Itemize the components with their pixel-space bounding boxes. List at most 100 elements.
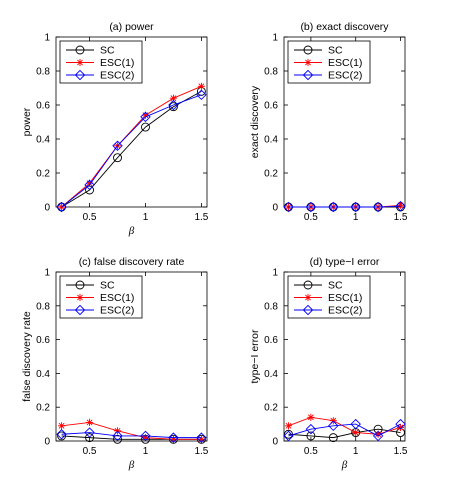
legend-marker-esc-1 [304, 293, 312, 302]
y-tick-label: 0.8 [264, 67, 278, 78]
legend-marker-esc-1 [304, 58, 312, 67]
data-point-esc-2 [196, 432, 207, 443]
data-point-esc-2 [328, 420, 339, 432]
y-tick-label: 1 [44, 33, 50, 44]
y-axis-label: exact discovery [249, 85, 261, 158]
data-point-esc-2 [283, 201, 294, 213]
data-point-esc-1 [197, 82, 206, 90]
legend-box [287, 275, 371, 319]
data-point-esc-2 [372, 201, 384, 213]
legend-marker-sc [75, 45, 85, 55]
data-point-esc-2 [168, 432, 179, 443]
y-tick-label: 0.4 [264, 135, 278, 146]
data-point-esc-2 [328, 201, 339, 213]
data-point-esc-1 [396, 423, 405, 432]
data-point-esc-1 [85, 418, 94, 427]
y-tick-label: 0.4 [36, 369, 50, 380]
series-line-sc [61, 91, 202, 208]
data-point-esc-2 [140, 430, 151, 442]
data-point-sc [141, 122, 150, 132]
data-point-esc-2 [350, 418, 361, 430]
legend-box [59, 275, 143, 319]
y-tick-label: 0.4 [36, 135, 50, 146]
legend-marker-sc [303, 45, 313, 55]
data-point-esc-1 [141, 434, 150, 442]
y-tick-label: 0 [272, 203, 278, 214]
series-esc-2 [283, 418, 406, 442]
x-tick-label: 0.5 [304, 212, 318, 223]
data-point-esc-2 [56, 201, 67, 213]
y-tick-label: 0.2 [36, 169, 50, 180]
x-tick-label: 1.5 [394, 446, 408, 457]
legend-marker-sc [303, 280, 313, 290]
data-point-esc-2 [372, 430, 384, 442]
data-point-sc [57, 431, 67, 441]
x-tick-label: 1.5 [194, 212, 208, 223]
x-tick-label: 1 [143, 446, 149, 457]
data-point-esc-2 [350, 201, 361, 213]
y-tick-label: 0 [44, 437, 50, 448]
legend-marker-sc [75, 280, 85, 290]
data-point-esc-2 [112, 430, 123, 442]
chart-title: (d) type−I error [310, 256, 380, 268]
y-tick-label: 0.4 [264, 369, 278, 380]
data-point-esc-1 [284, 203, 293, 211]
y-tick-label: 0.6 [36, 101, 50, 112]
x-tick-label: 0.5 [304, 446, 318, 457]
series-line-esc-2 [61, 94, 202, 208]
data-point-esc-2 [84, 179, 95, 191]
data-point-esc-1 [352, 428, 360, 437]
chart-title: (c) false discovery rate [79, 256, 185, 268]
y-tick-label: 1 [272, 268, 278, 279]
data-point-esc-1 [396, 201, 405, 209]
data-point-esc-1 [197, 435, 206, 443]
series-esc-2 [56, 89, 207, 213]
data-point-esc-2 [395, 200, 406, 212]
legend-box [59, 40, 143, 84]
data-point-esc-2 [305, 201, 317, 213]
data-point-esc-2 [56, 429, 67, 440]
series-line-esc-1 [61, 85, 202, 208]
x-tick-label: 1.5 [394, 212, 408, 223]
chart-title: (b) exact discovery [300, 21, 389, 33]
chart-panel-3: 0 0.2 0.4 0.6 0.8 1 0.5 1 1.5 (c) false discovery… [21, 256, 209, 471]
y-axis-label: type−I error [249, 329, 261, 383]
series-esc-2 [283, 200, 406, 213]
legend-label: SC [328, 280, 343, 292]
data-point-esc-1 [307, 413, 315, 421]
y-tick-label: 1 [44, 268, 50, 279]
data-point-esc-1 [169, 435, 178, 443]
data-point-sc [113, 434, 122, 444]
legend-label: ESC(2) [328, 70, 362, 82]
series-line-esc-1 [61, 421, 202, 440]
data-point-esc-1 [85, 179, 94, 187]
data-point-esc-2 [168, 99, 179, 111]
y-tick-label: 0.2 [264, 403, 278, 414]
data-point-esc-2 [140, 111, 151, 123]
series-line-esc-2 [288, 205, 401, 208]
data-point-esc-1 [169, 94, 178, 102]
legend-label: ESC(1) [100, 292, 134, 304]
chart-panel-1: 00.20.40.60.810.5 1 1.5(a) powerpowerβSCES… [21, 21, 209, 237]
chart-panel-2: 0 0.2 0.4 0.6 0.8 1 0.5 1 1.5 (b) exact discovery… [249, 21, 408, 223]
chart-panel-4: 0 0.2 0.4 0.6 0.8 1 0.5 1 1.5 (d) type−I error typ… [249, 256, 408, 471]
y-tick-label: 0.2 [36, 403, 50, 414]
legend-marker-esc-2 [302, 69, 314, 81]
data-point-esc-1 [284, 422, 293, 430]
data-point-esc-2 [84, 427, 95, 438]
x-tick-label: 0.5 [83, 446, 97, 457]
data-point-esc-1 [57, 422, 66, 430]
data-point-esc-1 [374, 430, 382, 438]
data-point-esc-2 [283, 430, 294, 442]
y-tick-label: 0.6 [36, 335, 50, 346]
legend-marker-esc-2 [302, 304, 314, 316]
data-point-esc-2 [112, 140, 123, 152]
legend-label: ESC(2) [100, 305, 134, 317]
y-tick-label: 0 [272, 437, 278, 448]
y-tick-label: 0.6 [264, 101, 278, 112]
y-tick-label: 0.2 [264, 169, 278, 180]
data-point-sc [284, 429, 293, 439]
x-tick-label: 1.5 [194, 446, 208, 457]
y-axis-label: false discovery rate [21, 311, 33, 402]
